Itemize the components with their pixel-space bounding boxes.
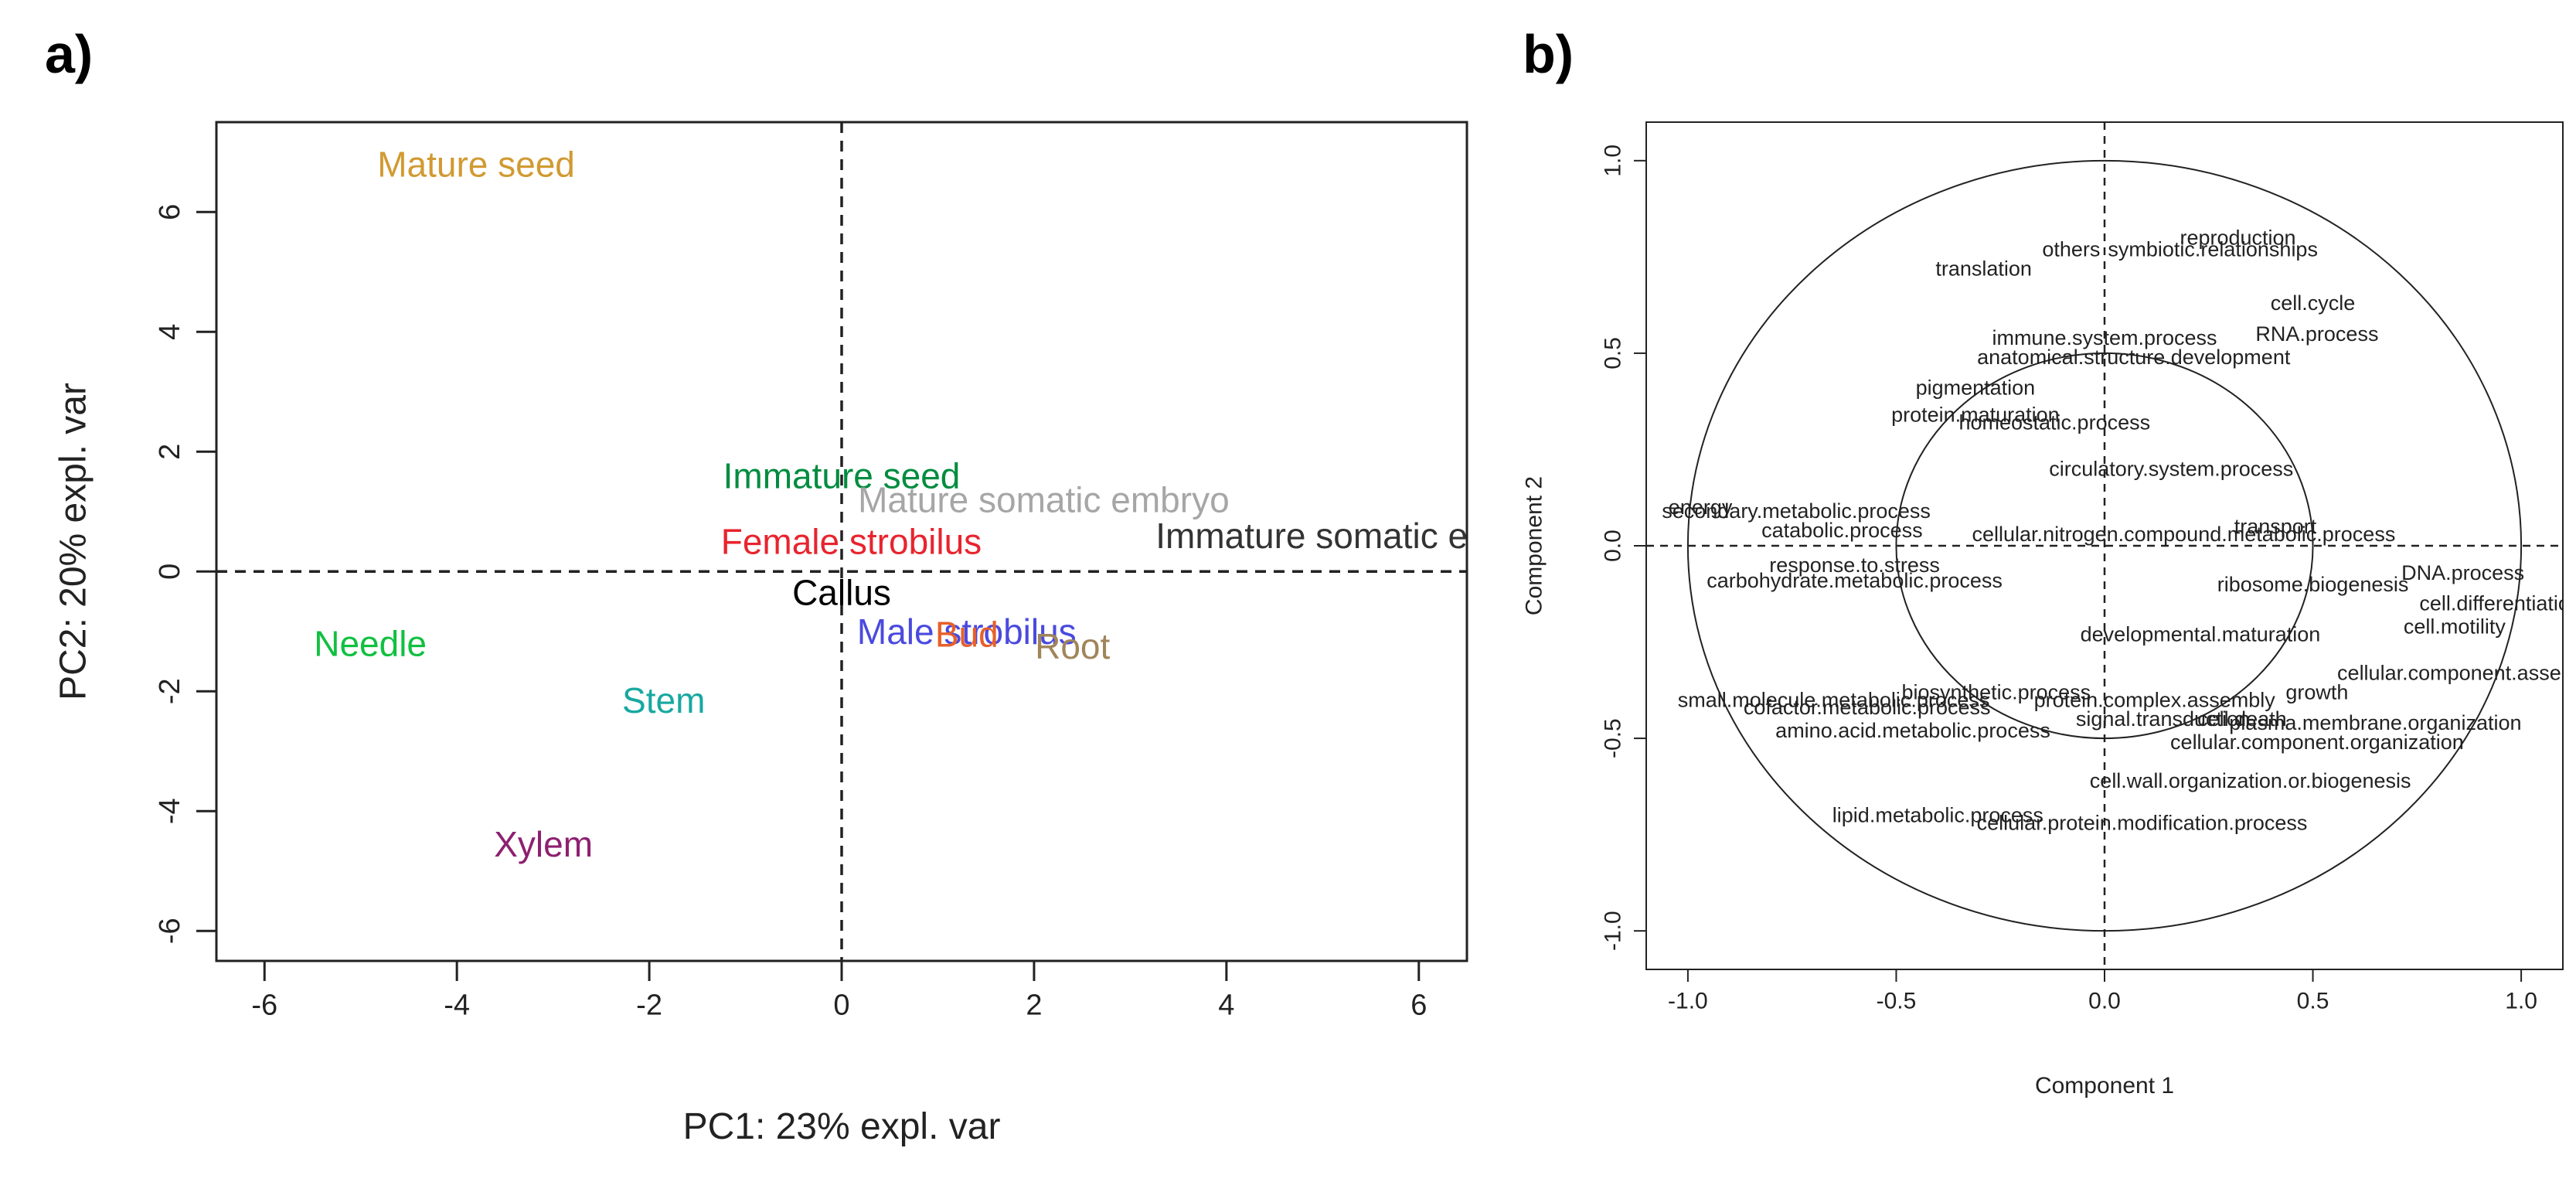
point-label: energy bbox=[1669, 496, 1733, 519]
y-axis-title: PC2: 20% expl. var bbox=[53, 383, 94, 700]
point-label: cofactor.metabolic.process bbox=[1744, 696, 1991, 719]
point-label: cellular.component.assembly bbox=[2337, 661, 2576, 684]
point-label: Mature somatic embryo bbox=[858, 479, 1230, 519]
y-tick-label: 4 bbox=[154, 324, 186, 340]
point-label: circulatory.system.process bbox=[2049, 457, 2293, 480]
x-tick-label: 0.5 bbox=[2297, 989, 2329, 1014]
point-label: Male strobilus bbox=[857, 611, 1077, 652]
point-label: plasma.membrane.organization bbox=[2229, 711, 2521, 734]
point-label: cell.cycle bbox=[2271, 291, 2356, 315]
y-tick-label: -1.0 bbox=[1601, 911, 1626, 951]
x-tick-label: -1.0 bbox=[1668, 989, 1708, 1014]
x-tick-label: 2 bbox=[1026, 990, 1042, 1022]
y-tick-label: 2 bbox=[154, 444, 186, 460]
point-label: cell.differentiation bbox=[2419, 592, 2576, 615]
point-label: others bbox=[2042, 237, 2100, 261]
y-tick-label: 6 bbox=[154, 204, 186, 220]
point-label: Immature somatic embryo bbox=[1155, 516, 1468, 556]
point-label: anatomical.structure.development bbox=[1977, 346, 2291, 369]
point-label: Callus bbox=[792, 572, 891, 612]
x-tick-label: -6 bbox=[251, 990, 277, 1022]
point-label: amino.acid.metabolic.process bbox=[1775, 719, 2050, 742]
point-label: signal.transduction bbox=[2076, 707, 2250, 731]
x-tick-label: 0.0 bbox=[2088, 989, 2121, 1014]
point-label: homeostatic.process bbox=[1958, 411, 2150, 434]
point-label: carbohydrate.metabolic.process bbox=[1707, 569, 2003, 592]
x-tick-label: -0.5 bbox=[1877, 989, 1917, 1014]
y-tick-label: -4 bbox=[154, 798, 186, 824]
correlation-circle-1 bbox=[1686, 159, 2523, 932]
x-tick-label: 4 bbox=[1218, 990, 1234, 1022]
point-label: protein.maturation bbox=[1891, 404, 2060, 427]
point-label: cellular.protein.modification.process bbox=[1977, 812, 2308, 835]
point-label: Female strobilus bbox=[721, 522, 982, 562]
point-label: Mature seed bbox=[377, 144, 575, 184]
x-tick-label: 1.0 bbox=[2505, 989, 2537, 1014]
x-tick-label: -4 bbox=[444, 990, 470, 1022]
point-label: Needle bbox=[314, 623, 427, 663]
point-label: Stem bbox=[622, 680, 705, 720]
panel-a-letter: a) bbox=[45, 24, 94, 84]
x-axis-title: Component 1 bbox=[2035, 1073, 2174, 1099]
point-label: cell.motility bbox=[2404, 615, 2506, 639]
x-tick-label: 6 bbox=[1411, 990, 1427, 1022]
point-label: cell.death bbox=[2197, 707, 2287, 731]
point-label: lipid.metabolic.process bbox=[1832, 804, 2043, 827]
point-label: DNA.process bbox=[2401, 561, 2524, 584]
y-tick-label: -2 bbox=[154, 678, 186, 704]
point-label: cellular.component.organization bbox=[2170, 731, 2464, 754]
point-label: secondary.metabolic.process bbox=[1662, 499, 1931, 523]
point-label: transport bbox=[2234, 515, 2317, 538]
point-label: growth bbox=[2285, 680, 2348, 703]
point-label: small.molecule.metabolic.process bbox=[1678, 688, 1990, 711]
point-label: reproduction bbox=[2180, 226, 2295, 249]
point-label: immune.system.process bbox=[1992, 326, 2217, 349]
y-tick-label: -6 bbox=[154, 918, 186, 944]
point-label: ribosome.biogenesis bbox=[2217, 573, 2409, 596]
point-label: cell.wall.organization.or.biogenesis bbox=[2090, 769, 2411, 792]
x-axis-title: PC1: 23% expl. var bbox=[683, 1106, 1001, 1147]
point-label: developmental.maturation bbox=[2081, 623, 2321, 646]
panel-b-letter: b) bbox=[1523, 24, 1574, 84]
plot-area: reproduction others symbiotic.relationship… bbox=[1646, 122, 2576, 969]
correlation-circle-chart: reproduction others symbiotic.relationship… bbox=[1522, 121, 2576, 1099]
point-label: Xylem bbox=[494, 824, 593, 864]
point-label: Immature seed bbox=[723, 455, 961, 496]
point-label: biosynthetic.process bbox=[1902, 680, 2091, 703]
y-tick-label: 1.0 bbox=[1601, 145, 1626, 177]
y-axis-title: Component 2 bbox=[1522, 476, 1547, 615]
correlation-circle-2 bbox=[1895, 352, 2314, 740]
point-label: response.to.stress bbox=[1769, 554, 1940, 577]
y-tick-label: -0.5 bbox=[1601, 718, 1626, 758]
point-label: Bud bbox=[935, 615, 999, 655]
y-tick-label: 0.0 bbox=[1601, 530, 1626, 562]
y-tick-label: 0.5 bbox=[1601, 337, 1626, 370]
x-tick-label: -2 bbox=[636, 990, 662, 1022]
point-label: catabolic.process bbox=[1761, 519, 1923, 542]
point-label: protein.complex.assembly bbox=[2034, 688, 2276, 711]
x-tick-label: 0 bbox=[833, 990, 849, 1022]
point-label: cellular.nitrogen.compound.metabolic.pro… bbox=[1972, 523, 2396, 546]
point-label: translation bbox=[1935, 257, 2032, 280]
point-label: RNA.process bbox=[2255, 322, 2378, 346]
point-label: pigmentation bbox=[1916, 376, 2036, 400]
point-label: Root bbox=[1035, 626, 1110, 666]
point-label: symbiotic.relationships bbox=[2108, 237, 2318, 261]
y-tick-label: 0 bbox=[154, 564, 186, 580]
